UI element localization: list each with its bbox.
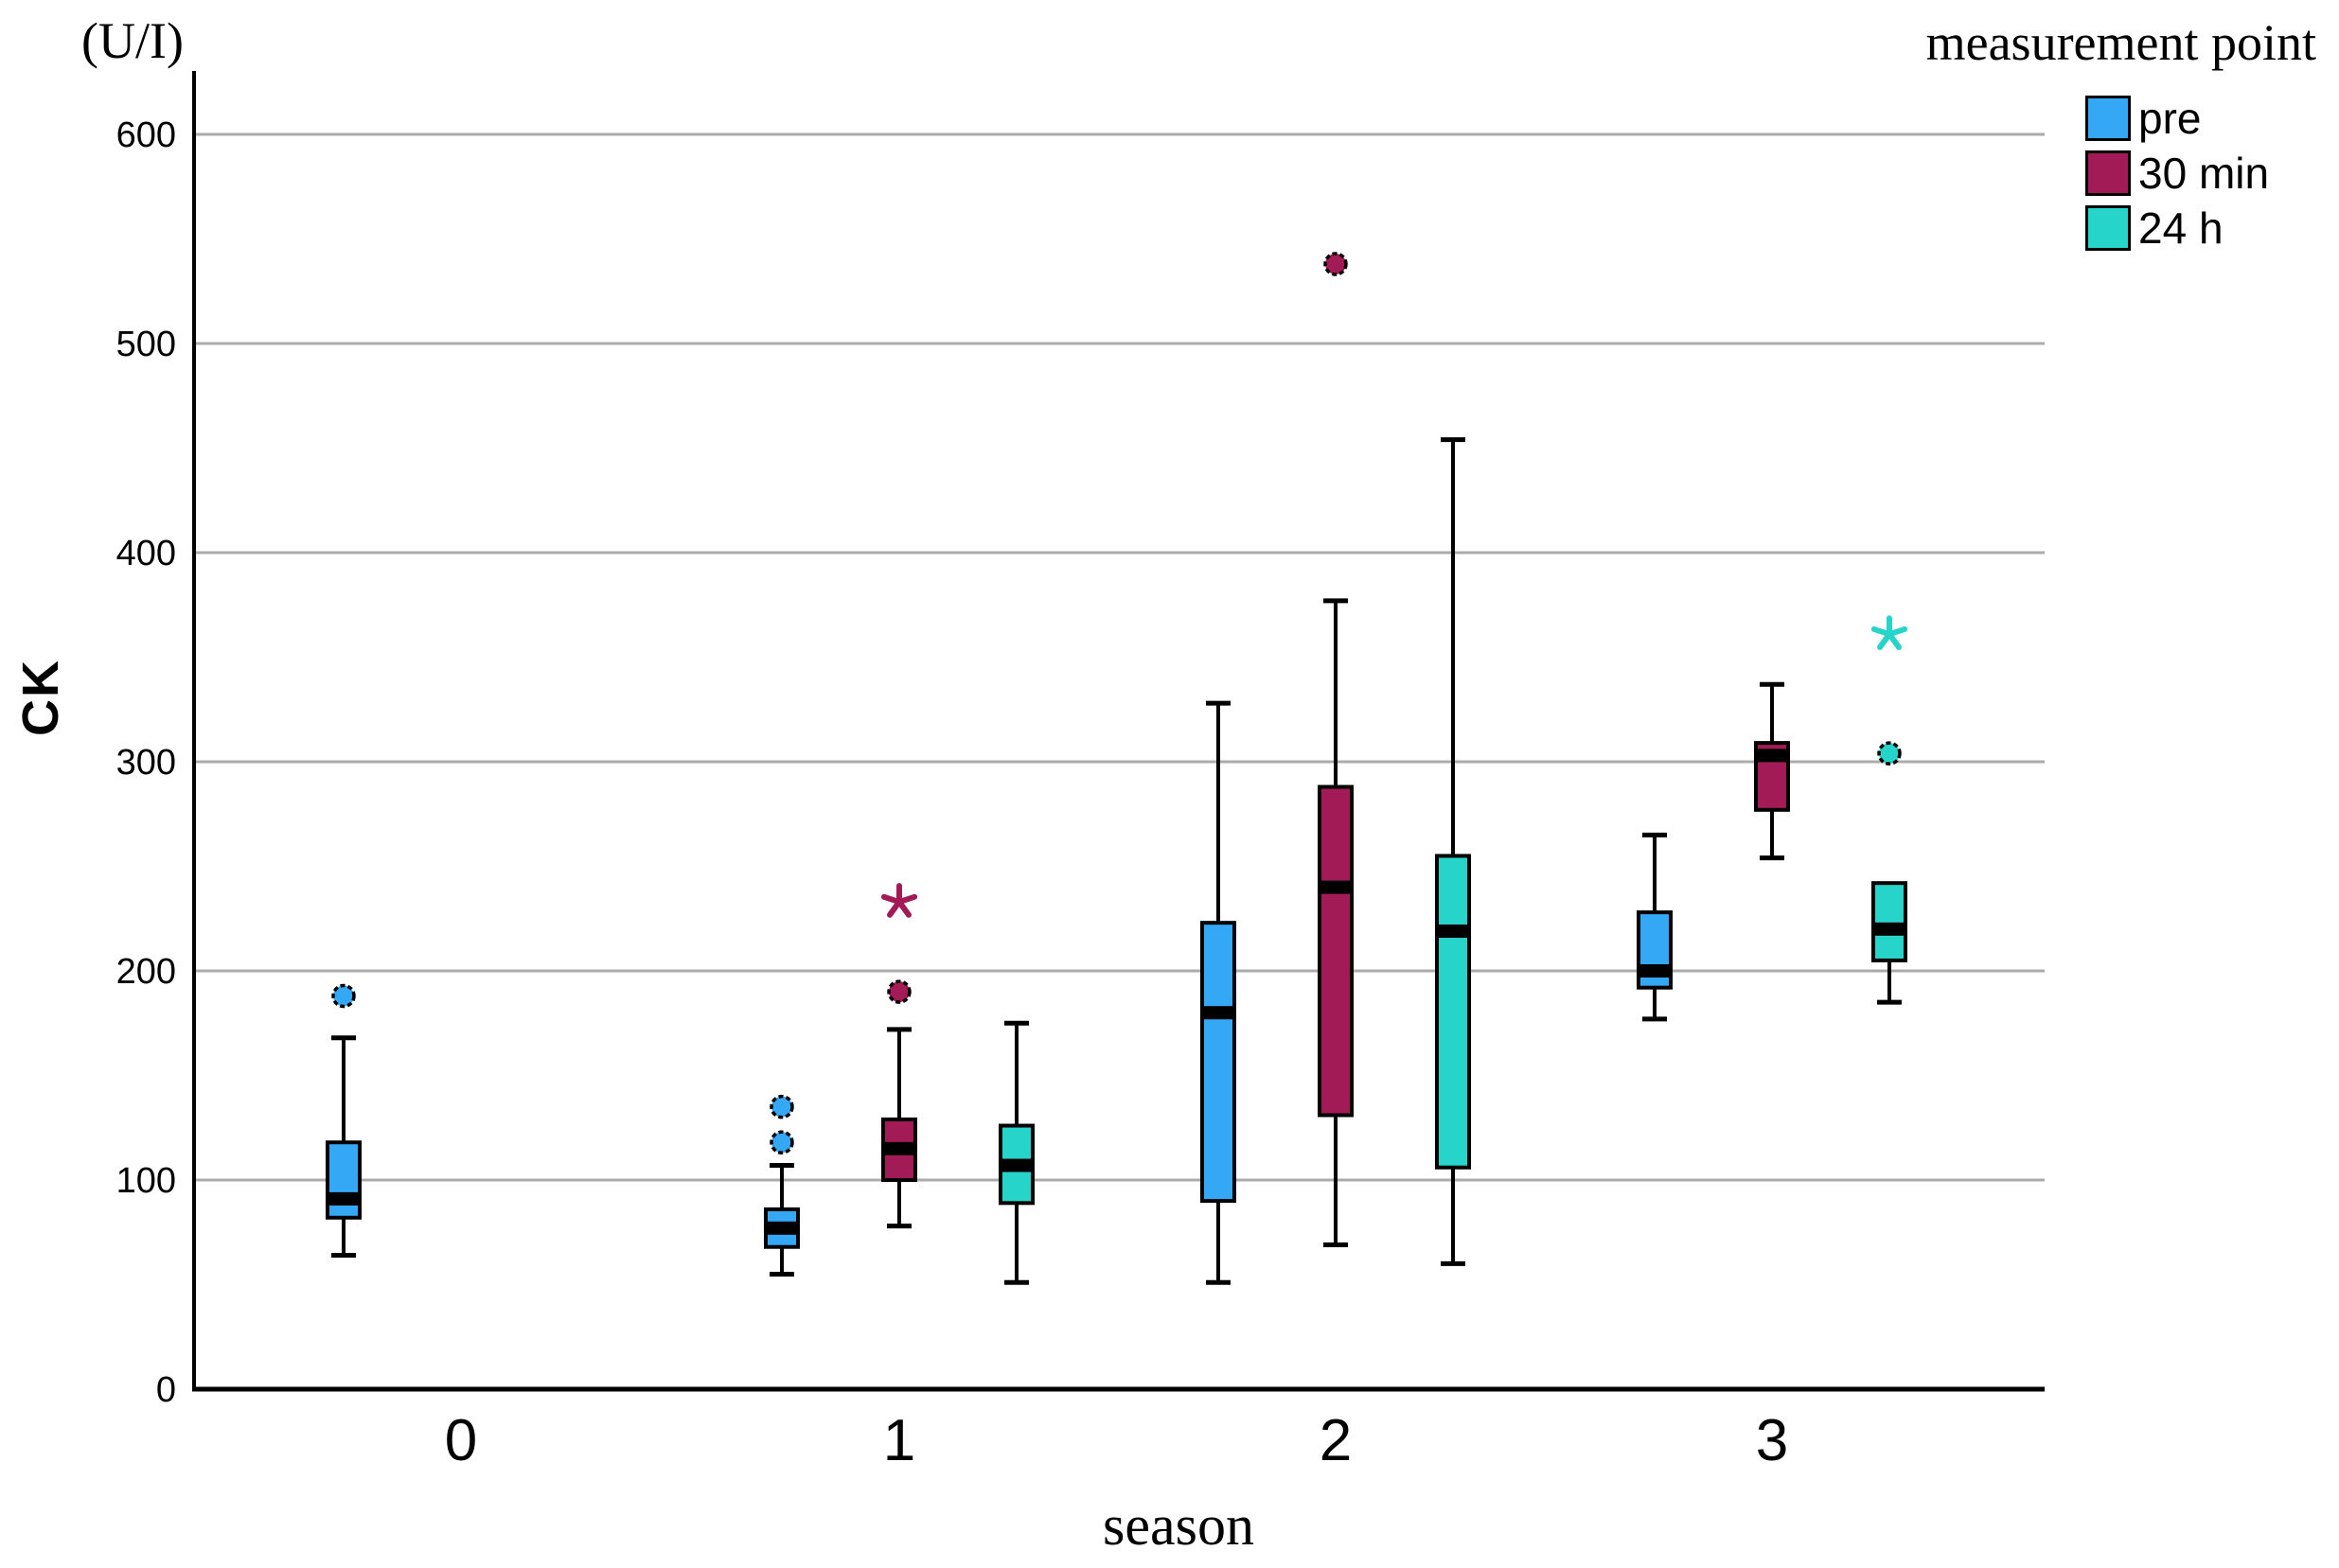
y-tick-label-600: 600 [116, 115, 176, 155]
y-tick-label-100: 100 [116, 1161, 176, 1201]
legend-item-pre: pre [2085, 91, 2269, 146]
legend-title: measurement point [1925, 14, 2316, 71]
maroon-square-icon [2085, 150, 2131, 196]
box-24h-season3 [1871, 881, 1907, 962]
median-pre-season0 [329, 1191, 358, 1206]
y-tick-label-200: 200 [116, 952, 176, 992]
median-24h-season1 [1002, 1158, 1031, 1172]
box-24h-season2 [1435, 854, 1471, 1170]
median-30min-season3 [1758, 749, 1786, 763]
median-24h-season3 [1875, 922, 1904, 936]
x-tick-label-3: 3 [1756, 1408, 1788, 1473]
median-24h-season2 [1439, 925, 1467, 939]
box-30min-season2 [1318, 784, 1354, 1118]
y-tick-label-500: 500 [116, 325, 176, 364]
box-pre-season0 [326, 1140, 362, 1220]
median-pre-season2 [1204, 1006, 1232, 1020]
extreme-star-24h-season3 [1870, 615, 1908, 650]
extreme-star-30min-season1 [880, 883, 918, 918]
outlier-circle-pre-season1 [770, 1130, 794, 1154]
outlier-circle-30min-season2 [1323, 252, 1348, 276]
median-30min-season2 [1321, 880, 1350, 894]
median-pre-season3 [1640, 964, 1669, 978]
outlier-circle-pre-season1 [770, 1094, 794, 1119]
y-tick-label-400: 400 [116, 534, 176, 573]
blue-square-icon [2085, 96, 2131, 141]
y-tick-label-0: 0 [156, 1370, 176, 1410]
legend-item-24-h: 24 h [2085, 201, 2269, 255]
outlier-circle-24h-season3 [1877, 741, 1902, 766]
box-pre-season2 [1200, 921, 1236, 1204]
legend-item-label: 30 min [2138, 149, 2270, 198]
median-pre-season1 [768, 1221, 796, 1235]
x-tick-label-0: 0 [445, 1408, 477, 1473]
legend: pre 30 min 24 h [2085, 91, 2269, 255]
outlier-circle-30min-season1 [887, 979, 912, 1004]
y-tick-label-300: 300 [116, 743, 176, 783]
legend-item-30-min: 30 min [2085, 146, 2269, 201]
outlier-circle-pre-season0 [331, 983, 356, 1009]
x-tick-label-2: 2 [1320, 1408, 1352, 1473]
x-axis-title: season [1103, 1494, 1254, 1557]
teal-square-icon [2085, 205, 2131, 251]
median-30min-season1 [885, 1141, 913, 1155]
legend-item-label: pre [2138, 94, 2202, 143]
y-axis-unit-label: (U/I) [81, 12, 184, 69]
x-tick-label-1: 1 [883, 1408, 915, 1473]
y-axis-title: CK [12, 659, 69, 736]
legend-item-label: 24 h [2138, 203, 2224, 253]
